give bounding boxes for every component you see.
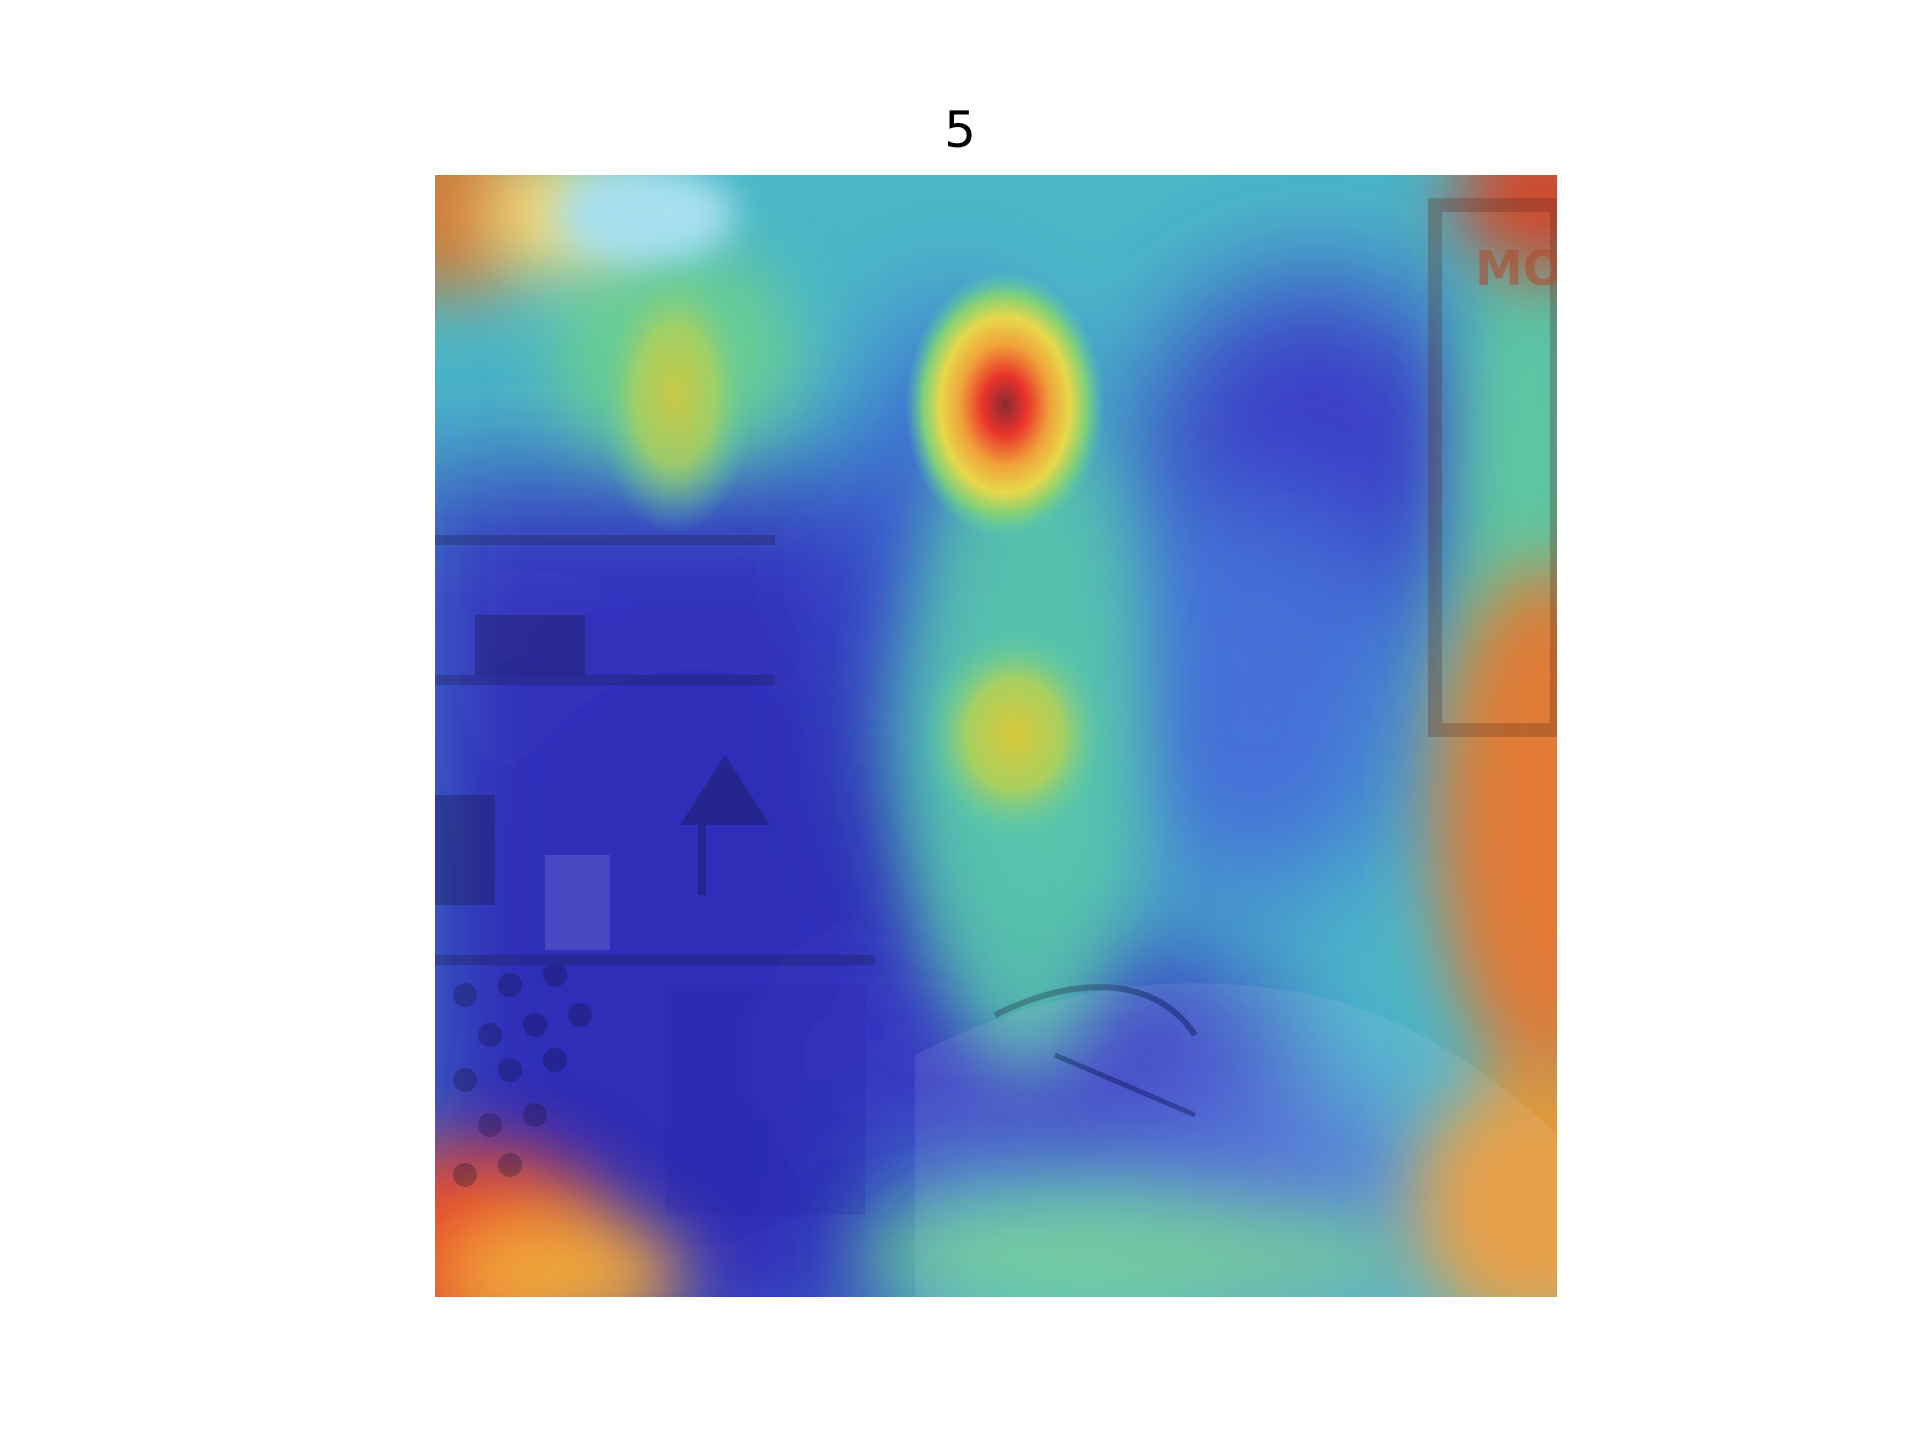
photo-structures <box>435 198 1557 1297</box>
hotspot-peak <box>905 270 1105 540</box>
heatmap-image: MO <box>435 175 1557 1297</box>
figure-title: 5 <box>944 101 976 159</box>
warm-spot-left <box>595 255 755 535</box>
warm-spot-center <box>920 625 1110 845</box>
warm-regions <box>435 175 1557 1297</box>
heatmap-overlay-svg: MO <box>435 175 1557 1297</box>
highlight-top <box>555 175 735 265</box>
photo-sign-text: MO <box>1475 241 1557 297</box>
